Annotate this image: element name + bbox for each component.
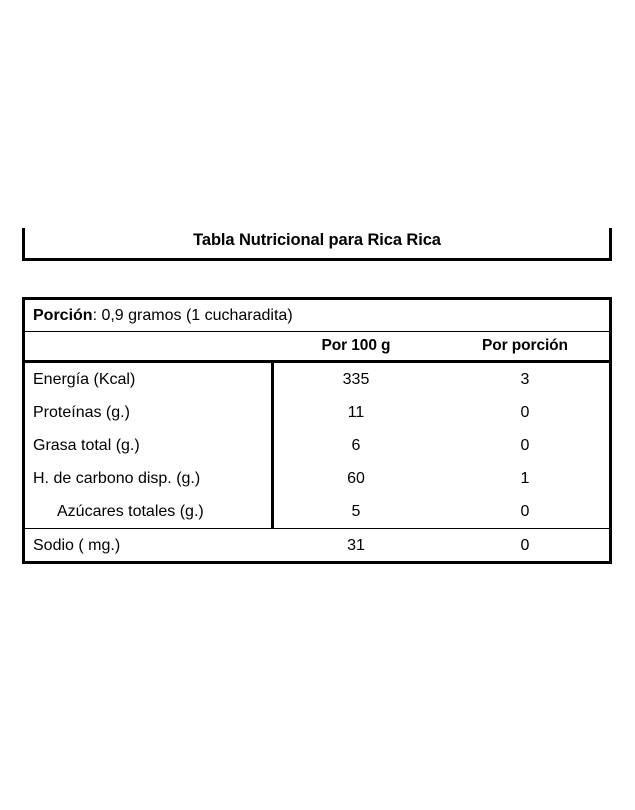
title-rule-left-tick [22,228,25,259]
table-body: Energía (Kcal) 335 3 Proteínas (g.) 11 0… [25,363,609,561]
nutrition-table: Porción: 0,9 gramos (1 cucharadita) Por … [22,297,612,564]
nutrient-per-100g: 335 [342,371,370,388]
title-block: Tabla Nutricional para Rica Rica [22,228,612,261]
title-rule-right-tick [609,228,612,259]
nutrient-per-100g: 11 [347,404,365,421]
table-header-row: Por 100 g Por porción [25,332,609,363]
nutrient-per-portion: 3 [520,371,530,388]
nutrient-name: Sodio ( mg.) [33,536,121,554]
nutrient-per-portion: 0 [520,404,530,421]
header-per-100g: Por 100 g [321,337,391,354]
nutrient-per-100g: 5 [351,503,361,520]
portion-label: Porción [33,306,93,324]
nutrient-per-100g: 31 [347,536,365,554]
nutrient-name: Azúcares totales (g.) [57,503,204,520]
nutrient-per-portion: 0 [520,437,530,454]
nutrient-name: H. de carbono disp. (g.) [33,470,201,487]
table-row: Energía (Kcal) 335 3 [25,363,609,396]
nutrient-per-portion: 0 [520,503,530,520]
table-row: H. de carbono disp. (g.) 60 1 [25,462,609,495]
nutrient-name: Proteínas (g.) [33,404,130,421]
column-divider [271,363,274,528]
nutrient-per-100g: 60 [347,470,365,487]
nutrient-per-100g: 6 [351,437,361,454]
portion-text: Porción: 0,9 gramos (1 cucharadita) [33,306,293,326]
table-row: Proteínas (g.) 11 0 [25,396,609,429]
table-row: Sodio ( mg.) 31 0 [25,528,609,561]
table-row: Grasa total (g.) 6 0 [25,429,609,462]
table-row: Azúcares totales (g.) 5 0 [25,495,609,528]
nutrient-per-portion: 1 [520,470,530,487]
title-rule [22,258,612,261]
page-title: Tabla Nutricional para Rica Rica [193,231,441,249]
nutrient-per-portion: 0 [520,536,530,554]
header-per-portion: Por porción [482,337,568,354]
nutrient-name: Grasa total (g.) [33,437,140,454]
nutrient-name: Energía (Kcal) [33,371,136,388]
portion-row: Porción: 0,9 gramos (1 cucharadita) [25,300,609,332]
portion-value: 0,9 gramos (1 cucharadita) [101,306,293,324]
portion-separator: : [92,306,102,324]
